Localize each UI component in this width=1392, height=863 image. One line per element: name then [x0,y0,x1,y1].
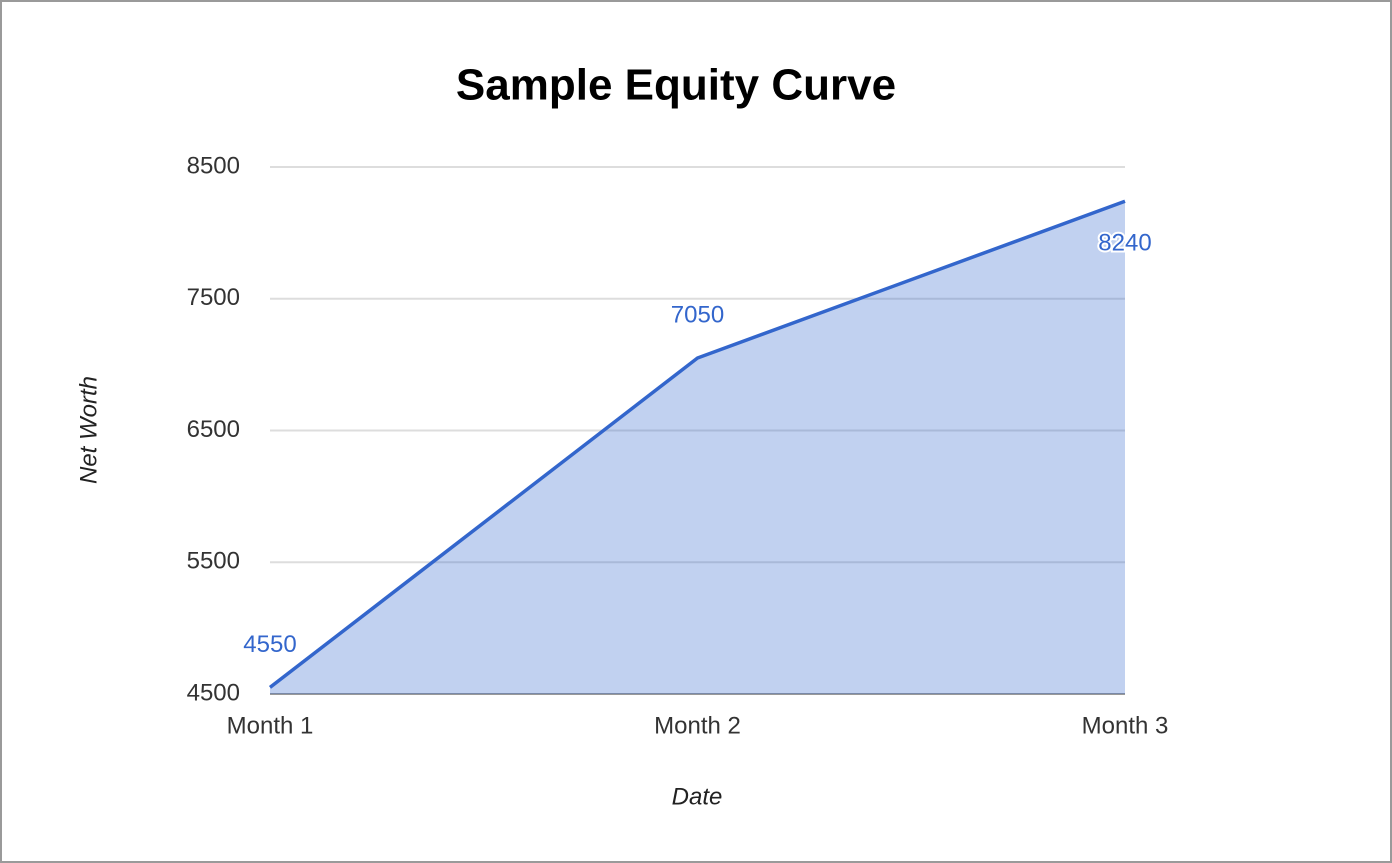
area-fill [270,201,1125,694]
y-tick-label: 4500 [187,679,240,706]
data-label: 8240 [1098,230,1151,257]
x-tick-label: Month 1 [227,712,314,739]
y-tick-label: 6500 [187,416,240,443]
x-tick-label: Month 3 [1082,712,1169,739]
chart-title: Sample Equity Curve [456,61,896,110]
data-label: 7050 [671,301,724,328]
area-line [268,199,1126,689]
y-tick-label: 5500 [187,548,240,575]
x-axis-title: Date [672,783,723,810]
data-label: 4550 [243,631,296,658]
y-tick-label: 8500 [187,152,240,179]
y-tick-label: 7500 [187,284,240,311]
y-axis-title: Net Worth [75,376,102,484]
x-tick-label: Month 2 [654,712,741,739]
